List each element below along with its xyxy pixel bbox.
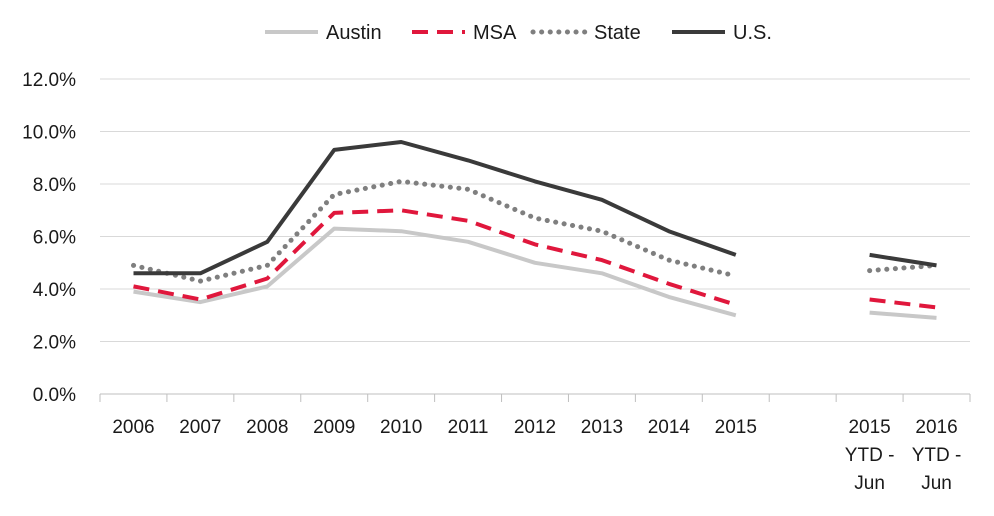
series-line-austin: [869, 310, 937, 320]
legend: Austin MSA State U.S.: [265, 22, 772, 44]
x-tick-label: 2015: [715, 417, 757, 438]
series-line-u-s: [133, 140, 737, 276]
legend-label-state: State: [594, 22, 641, 44]
x-tick-label: 2016: [915, 417, 957, 438]
y-tick-label: 8.0%: [33, 175, 76, 196]
x-tick-label: YTD -: [912, 445, 962, 466]
y-tick-label: 4.0%: [33, 280, 76, 301]
series-line-state: [131, 178, 739, 284]
y-axis-ticks: 0.0% 2.0% 4.0% 6.0% 8.0% 10.0% 12.0%: [22, 70, 76, 406]
x-axis: 2006 2007 2008 2009 2010 2011 2012 2013 2014 2015…: [99, 393, 971, 494]
x-tick-label: 2006: [112, 417, 154, 438]
x-tick-label: 2011: [448, 417, 489, 438]
y-tick-label: 0.0%: [33, 385, 76, 406]
x-tick-label: 2014: [648, 417, 691, 438]
x-tick-label: 2012: [514, 417, 556, 438]
legend-label-austin: Austin: [326, 22, 382, 44]
series-line-u-s: [869, 252, 937, 268]
x-tick-label: 2007: [179, 417, 221, 438]
x-tick-label: 2008: [246, 417, 288, 438]
x-tick-label: Jun: [854, 473, 885, 494]
x-tick-label: YTD -: [845, 445, 895, 466]
y-tick-label: 6.0%: [33, 228, 76, 249]
y-tick-label: 10.0%: [22, 123, 76, 144]
y-tick-label: 12.0%: [22, 70, 76, 91]
x-tick-label: Jun: [921, 473, 952, 494]
x-tick-label: 2009: [313, 417, 355, 438]
grid-lines: [100, 78, 970, 342]
x-tick-label: 2013: [581, 417, 623, 438]
legend-label-msa: MSA: [473, 22, 517, 44]
series-line-msa: [869, 297, 937, 310]
series-line-state: [867, 262, 939, 274]
series-line-msa: [133, 208, 737, 307]
x-tick-label: 2010: [380, 417, 422, 438]
x-tick-label: 2015: [848, 417, 890, 438]
legend-label-u-s: U.S.: [733, 22, 772, 44]
y-tick-label: 2.0%: [33, 333, 76, 354]
series-lines: [131, 140, 939, 320]
series-line-austin: [133, 226, 737, 318]
